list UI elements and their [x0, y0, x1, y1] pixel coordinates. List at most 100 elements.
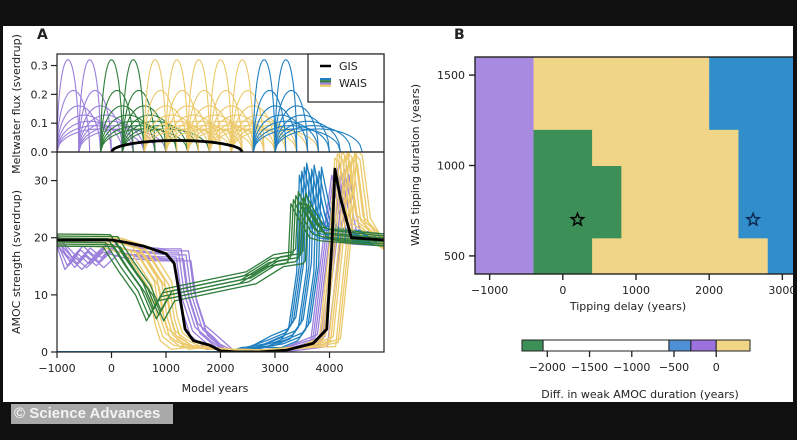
amoc-line-run [57, 174, 384, 352]
heatmap-cell [709, 237, 739, 275]
amoc-line-run [57, 164, 384, 352]
meltwater-y-axis: 0.0 0.1 0.2 0.3 [31, 60, 57, 159]
heatmap-cell [533, 237, 564, 275]
heatmap-cell [650, 93, 681, 130]
heatmap-cell [738, 165, 769, 203]
amoc-x-tick-label: 3000 [261, 362, 289, 375]
heatmap-cell [475, 237, 505, 275]
amoc-x-tick-label: 4000 [316, 362, 344, 375]
heatmap-cell [533, 129, 564, 166]
amoc-line-run [57, 152, 384, 351]
figure-svg: A B 0.0 0.1 0.2 0.3 Meltwater flux (sverdru… [10, 27, 793, 401]
meltwater-line-wais [230, 59, 254, 152]
heatmap-cell [533, 165, 564, 203]
heatmap-cell [504, 237, 535, 275]
heatmap-cell [767, 93, 793, 130]
amoc-line-run [57, 170, 384, 352]
amoc-y-tick-label: 20 [34, 232, 48, 245]
meltwater-y-tick-label: 0.2 [31, 88, 49, 101]
amoc-x-label: Model years [182, 382, 249, 395]
heatmap-cell [475, 129, 505, 166]
amoc-y-label: AMOC strength (sverdrup) [10, 190, 23, 334]
heatmap-cell [562, 93, 593, 130]
heatmap-cell [679, 165, 710, 203]
heatmap-cell [475, 201, 505, 239]
meltwater-line-wais [274, 89, 309, 152]
heatmap-cell [504, 129, 535, 166]
heatmap-cell [767, 237, 793, 275]
meltwater-line-wais [165, 59, 189, 152]
star-marker [569, 211, 586, 227]
heatmap-cell [504, 93, 535, 130]
colorbar-segment [715, 339, 751, 352]
heatmap-x-label: Tipping delay (years) [569, 300, 686, 313]
meltwater-line-wais [252, 120, 320, 152]
legend-wais-swatch-blue [320, 78, 331, 81]
colorbar-tick-label: 0 [713, 361, 720, 374]
colorbar-tick-label: −1000 [613, 361, 650, 374]
heatmap-cell [679, 201, 710, 239]
heatmap-cell [679, 57, 710, 94]
heatmap-cell [650, 237, 681, 275]
heatmap-cell [621, 93, 652, 130]
heatmap-cell [650, 165, 681, 203]
heatmap-cell [709, 57, 739, 94]
heatmap-y-tick-label: 1500 [437, 69, 465, 82]
amoc-x-axis: −1000 0 1000 2000 3000 4000 [38, 352, 344, 375]
heatmap-cell [562, 129, 593, 166]
colorbar-segment [690, 339, 717, 352]
heatmap-cell [738, 57, 769, 94]
amoc-y-tick-label: 30 [34, 175, 48, 188]
heatmap-cell [621, 57, 652, 94]
meltwater-line-wais [274, 128, 363, 152]
meltwater-y-label: Meltwater flux (sverdrup) [10, 34, 23, 174]
heatmap-cell [621, 165, 652, 203]
heatmap-x-tick-label: 3000 [768, 284, 793, 297]
panel-label-a: A [37, 27, 48, 43]
figure-canvas: A B 0.0 0.1 0.2 0.3 Meltwater flux (sverdru… [3, 26, 793, 424]
colorbar-segment [521, 339, 544, 352]
heatmap-cell [709, 165, 739, 203]
heatmap-cell [679, 129, 710, 166]
heatmap-x-tick-label: −1000 [471, 284, 508, 297]
heatmap-cell [562, 201, 593, 239]
heatmap-cell [562, 57, 593, 94]
meltwater-line-wais [121, 59, 145, 152]
heatmap-cell [504, 165, 535, 203]
meltwater-y-tick-label: 0.1 [31, 117, 49, 130]
legend-gis-label: GIS [339, 60, 358, 73]
amoc-y-axis: 0 10 20 30 [34, 175, 57, 359]
heatmap-cell [650, 201, 681, 239]
heatmap-y-label: WAIS tipping duration (years) [409, 84, 422, 246]
amoc-x-tick-label: 1000 [152, 362, 180, 375]
heatmap-cell [562, 237, 593, 275]
heatmap-x-axis: −1000 0 1000 2000 3000 [471, 274, 793, 297]
meltwater-line-wais [274, 59, 298, 152]
heatmap-cell [709, 129, 739, 166]
meltwater-line-wais [57, 59, 80, 152]
colorbar-tick-label: −500 [659, 361, 689, 374]
meltwater-line-wais [143, 59, 167, 152]
meltwater-line-wais [78, 59, 102, 152]
amoc-x-tick-label: −1000 [38, 362, 75, 375]
panel-label-b: B [454, 27, 465, 43]
heatmap-cells [475, 57, 793, 275]
meltwater-line-wais [187, 59, 211, 152]
heatmap-cell [679, 237, 710, 275]
amoc-y-tick-label: 0 [41, 346, 48, 359]
star-marker [744, 211, 762, 227]
meltwater-line-wais [274, 120, 341, 152]
heatmap-x-tick-label: 0 [559, 284, 566, 297]
meltwater-line-wais [209, 59, 232, 152]
legend-wais-label: WAIS [339, 77, 367, 90]
amoc-line-run [57, 168, 384, 352]
meltwater-flux-lines [57, 59, 363, 152]
heatmap-cell [562, 165, 593, 203]
colorbar-tick-label: −2000 [529, 361, 566, 374]
heatmap-cell [767, 129, 793, 166]
amoc-y-tick-label: 10 [34, 289, 48, 302]
meltwater-line-wais [252, 59, 276, 152]
heatmap-cell [738, 201, 769, 239]
heatmap-cell [738, 237, 769, 275]
heatmap-cell [650, 129, 681, 166]
